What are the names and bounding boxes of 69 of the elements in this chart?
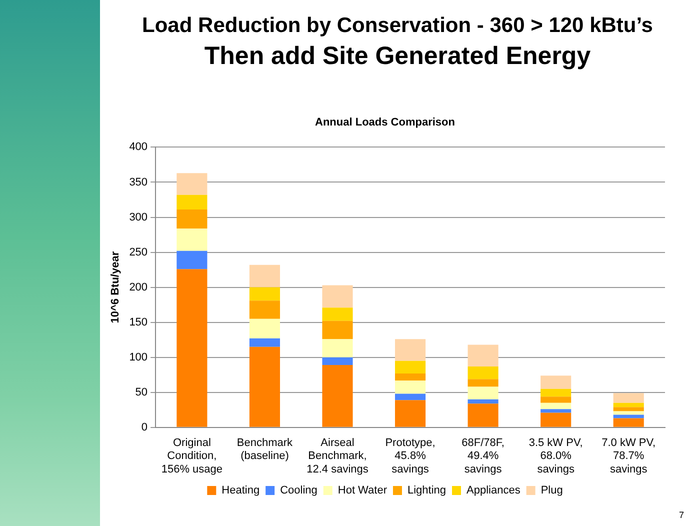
y-tick-label: 50 bbox=[135, 386, 148, 398]
bar bbox=[540, 412, 572, 427]
y-tick-label: 150 bbox=[129, 316, 148, 328]
bar bbox=[394, 373, 426, 380]
bar bbox=[322, 308, 353, 321]
bar bbox=[394, 400, 426, 427]
legend-label: Plug bbox=[540, 484, 563, 497]
bar bbox=[468, 344, 498, 366]
chart-subtitle: Then add Site Generated Energy bbox=[203, 42, 592, 71]
bar bbox=[540, 388, 572, 397]
bar bbox=[394, 339, 426, 361]
bar bbox=[249, 338, 280, 347]
bar bbox=[249, 300, 280, 319]
bar bbox=[394, 360, 426, 374]
bar bbox=[322, 320, 353, 340]
bar bbox=[540, 376, 572, 389]
bar bbox=[176, 194, 208, 210]
bar bbox=[176, 269, 208, 427]
y-tick-label: 300 bbox=[129, 211, 148, 224]
bar bbox=[322, 357, 353, 366]
bar bbox=[176, 210, 208, 228]
bar bbox=[176, 250, 208, 270]
y-tick-label: 250 bbox=[129, 246, 148, 258]
bar bbox=[468, 379, 498, 387]
bar bbox=[468, 386, 498, 400]
legend-label: Heating bbox=[222, 484, 260, 497]
legend-label: Lighting bbox=[407, 484, 446, 497]
bar bbox=[540, 402, 572, 410]
chart-title: Load Reduction by Conservation - 360 > 120 kBtu’s bbox=[141, 14, 654, 38]
y-axis-title: 10^6 Btu/year bbox=[110, 250, 122, 324]
bar bbox=[249, 346, 280, 427]
bar bbox=[540, 396, 572, 403]
x-tick-label: Airseal Benchmark, 12.4 savings bbox=[306, 437, 369, 476]
bar bbox=[613, 411, 644, 415]
legend-label: Appliances bbox=[466, 484, 521, 497]
legend-label: Cooling bbox=[280, 484, 318, 497]
y-tick-label: 0 bbox=[141, 421, 148, 434]
bar bbox=[322, 285, 353, 308]
bar bbox=[613, 393, 644, 403]
y-tick-label: 350 bbox=[129, 176, 148, 188]
bar bbox=[394, 394, 426, 400]
y-tick-label: 200 bbox=[129, 281, 148, 294]
bar bbox=[176, 173, 208, 195]
x-tick-label: Prototype, 45.8% savings bbox=[385, 437, 436, 476]
text: 7 bbox=[678, 510, 684, 520]
bar bbox=[468, 399, 498, 404]
y-tick-label: 400 bbox=[129, 141, 148, 154]
x-tick-label: Original Condition, 156% usage bbox=[161, 437, 223, 476]
x-tick-label: 7.0 kW PV, 78.7% savings bbox=[602, 437, 656, 476]
bar bbox=[613, 414, 644, 418]
text: Annual Loads Comparison bbox=[315, 116, 456, 129]
bar bbox=[249, 264, 280, 288]
bar bbox=[176, 228, 208, 251]
bar bbox=[613, 407, 644, 412]
bar bbox=[468, 404, 498, 427]
bar bbox=[249, 287, 280, 301]
x-tick-label: 68F/78F, 49.4% savings bbox=[462, 437, 504, 476]
y-tick-label: 100 bbox=[129, 351, 148, 364]
bar bbox=[322, 339, 353, 358]
bar bbox=[540, 409, 572, 413]
bar bbox=[613, 418, 644, 427]
x-tick-label: Benchmark (baseline) bbox=[236, 437, 294, 462]
bar bbox=[249, 318, 280, 338]
bar bbox=[322, 365, 353, 427]
bar bbox=[613, 402, 644, 408]
legend-label: Hot Water bbox=[338, 484, 388, 497]
x-tick-label: 3.5 kW PV, 68.0% savings bbox=[528, 437, 583, 476]
bar bbox=[468, 366, 498, 380]
bar bbox=[394, 380, 426, 394]
